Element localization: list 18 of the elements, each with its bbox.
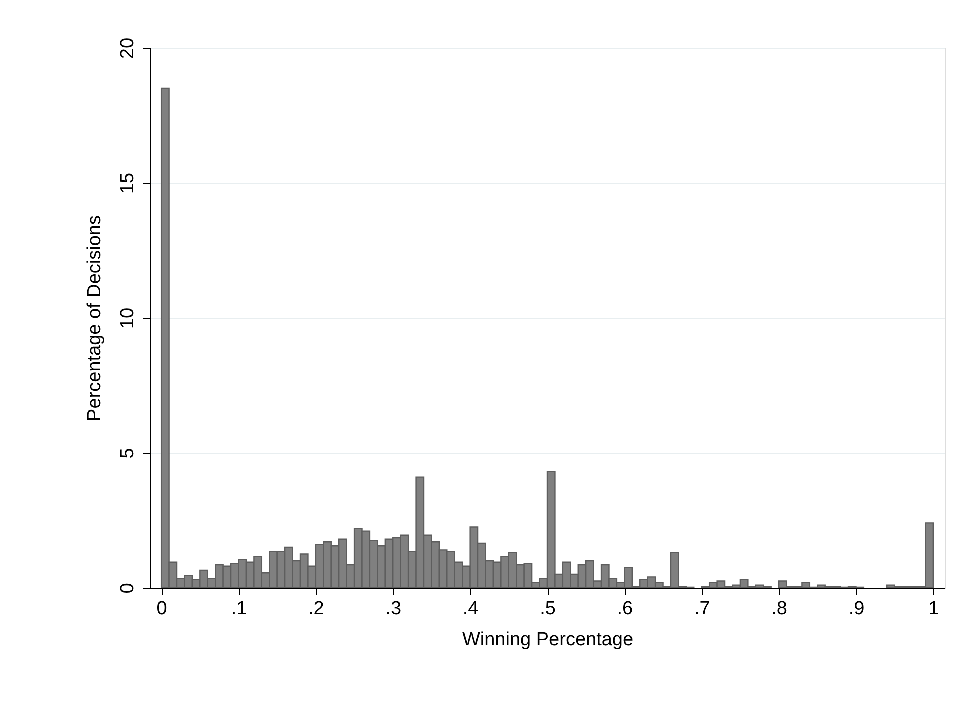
x-tick-label: 0 <box>156 598 168 620</box>
x-tick-label: 1 <box>928 598 940 620</box>
y-tick-label: 0 <box>118 583 138 594</box>
x-tick-label: .8 <box>772 598 788 620</box>
x-tick-label: .3 <box>386 598 402 620</box>
x-tick-label: .5 <box>540 598 556 620</box>
y-axis-title: Percentage of Decisions <box>84 216 106 422</box>
x-tick-label: .7 <box>694 598 710 620</box>
y-tick-label: 15 <box>118 172 138 194</box>
x-tick-label: .6 <box>617 598 634 620</box>
y-tick-label: 10 <box>118 308 138 330</box>
y-tick-label: 5 <box>118 448 138 459</box>
x-tick-label: .1 <box>231 598 248 620</box>
y-tick-label: 20 <box>118 38 138 60</box>
x-tick-label: .4 <box>462 598 480 620</box>
x-axis-title: Winning Percentage <box>462 630 634 650</box>
x-tick-label: .2 <box>308 598 324 620</box>
x-tick-label: .9 <box>848 598 865 620</box>
